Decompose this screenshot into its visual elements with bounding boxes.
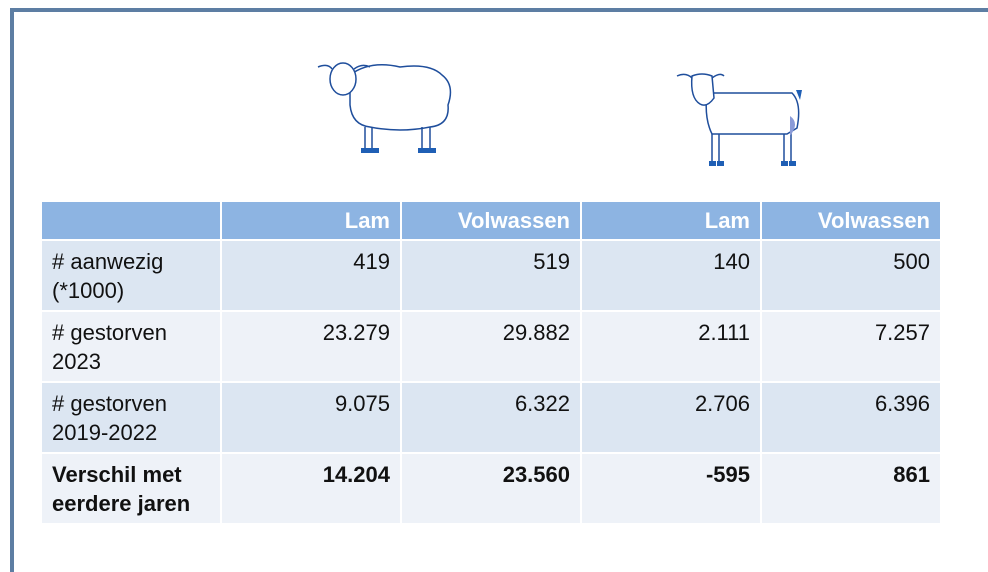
table-cell: 14.204: [221, 453, 401, 524]
row-label: # gestorven 2019-2022: [41, 382, 221, 453]
row-label: # gestorven 2023: [41, 311, 221, 382]
table-cell: -595: [581, 453, 761, 524]
table-cell: 2.111: [581, 311, 761, 382]
table-cell: 29.882: [401, 311, 581, 382]
table-cell: 7.257: [761, 311, 941, 382]
table-cell: 861: [761, 453, 941, 524]
table-cell: 500: [761, 240, 941, 311]
row-label: # aanwezig (*1000): [41, 240, 221, 311]
table-cell: 9.075: [221, 382, 401, 453]
header-cell: Lam: [581, 202, 761, 240]
table-cell: 6.396: [761, 382, 941, 453]
table-cell: 23.560: [401, 453, 581, 524]
row-label: Verschil met eerdere jaren: [41, 453, 221, 524]
header-cell: Volwassen: [401, 202, 581, 240]
header-cell: Volwassen: [761, 202, 941, 240]
table-cell: 140: [581, 240, 761, 311]
table-cell: 2.706: [581, 382, 761, 453]
header-cell: Lam: [221, 202, 401, 240]
table-cell: 6.322: [401, 382, 581, 453]
table-cell: 23.279: [221, 311, 401, 382]
table-cell: 419: [221, 240, 401, 311]
header-cell: [41, 202, 221, 240]
sheep-icon: [310, 55, 460, 160]
goat-icon: [672, 68, 812, 173]
table-cell: 519: [401, 240, 581, 311]
